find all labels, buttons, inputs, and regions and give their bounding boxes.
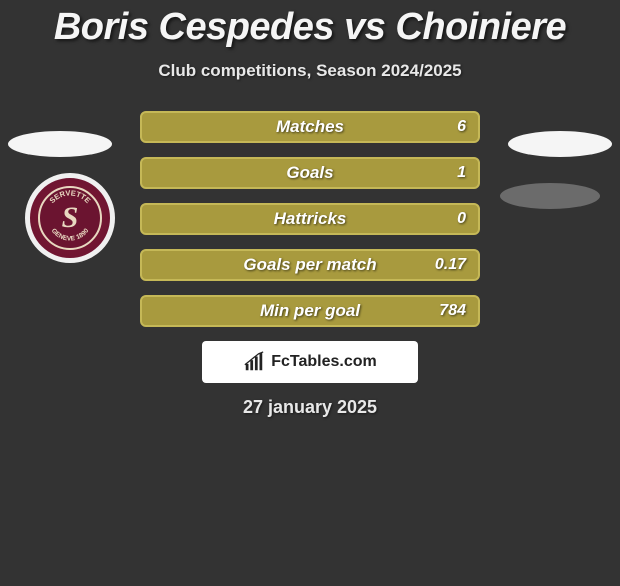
stat-bars: Matches 6 Goals 1 Hattricks 0 Goals per match 0… — [140, 111, 480, 327]
stat-bar: Goals 1 — [140, 157, 480, 189]
stat-value-right: 784 — [439, 302, 466, 320]
stat-label: Min per goal — [260, 301, 360, 321]
fctables-badge[interactable]: FcTables.com — [202, 341, 418, 383]
stat-value-right: 1 — [457, 164, 466, 182]
stat-bar: Matches 6 — [140, 111, 480, 143]
stat-label: Matches — [276, 117, 344, 137]
stat-value-right: 0 — [457, 210, 466, 228]
comparison-chart: SERVETTE GENEVE 1890 S Matches 6 Goals 1 Hat… — [0, 111, 620, 327]
player2-club-placeholder — [500, 183, 600, 209]
stat-bar: Goals per match 0.17 — [140, 249, 480, 281]
club-badge-bottom-text: GENEVE 1890 — [50, 227, 91, 242]
stat-bar: Min per goal 784 — [140, 295, 480, 327]
snapshot-date: 27 january 2025 — [0, 397, 620, 418]
club-badge-ring-text: SERVETTE GENEVE 1890 — [40, 188, 100, 248]
stat-bar: Hattricks 0 — [140, 203, 480, 235]
club-badge-inner: SERVETTE GENEVE 1890 S — [38, 186, 102, 250]
stat-value-right: 6 — [457, 118, 466, 136]
stat-label: Hattricks — [274, 209, 347, 229]
stat-label: Goals per match — [243, 255, 376, 275]
player1-avatar-placeholder — [8, 131, 112, 157]
fctables-label: FcTables.com — [271, 353, 377, 371]
stat-label: Goals — [286, 163, 333, 183]
barchart-icon — [243, 351, 265, 373]
svg-text:GENEVE 1890: GENEVE 1890 — [50, 227, 91, 242]
club-badge-top-text: SERVETTE — [48, 188, 93, 205]
player1-club-badge: SERVETTE GENEVE 1890 S — [25, 173, 115, 263]
player2-avatar-placeholder — [508, 131, 612, 157]
stat-value-right: 0.17 — [435, 256, 466, 274]
svg-text:SERVETTE: SERVETTE — [48, 188, 93, 205]
comparison-title: Boris Cespedes vs Choiniere — [0, 6, 620, 49]
comparison-subtitle: Club competitions, Season 2024/2025 — [0, 61, 620, 81]
